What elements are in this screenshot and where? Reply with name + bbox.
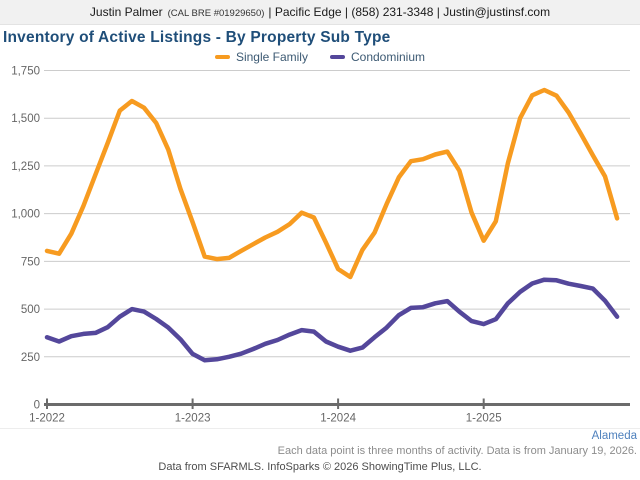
data-footnote: Each data point is three months of activ… <box>277 445 637 457</box>
branding-header: Justin Palmer (CAL BRE #01929650) | Paci… <box>0 0 640 25</box>
chart-title: Inventory of Active Listings - By Proper… <box>3 29 391 46</box>
y-axis-label: 750 <box>21 256 40 268</box>
legend-label-single-family: Single Family <box>235 50 308 64</box>
legend-label-condominium: Condominium <box>350 50 426 64</box>
chart-legend: Single Family Condominium <box>0 50 640 64</box>
y-axis-label: 1,750 <box>11 66 40 78</box>
agent-contact-details: | Pacific Edge | (858) 231-3348 | Justin… <box>268 5 551 19</box>
agent-license: (CAL BRE #01929650) <box>167 7 265 19</box>
legend-item-single-family: Single Family <box>214 50 308 64</box>
y-axis-label: 250 <box>21 352 40 364</box>
series-line-single-family <box>44 87 620 280</box>
agent-name: Justin Palmer <box>89 5 163 19</box>
y-axis-label: 1,250 <box>11 161 40 173</box>
attribution-text: Data from SFARMLS. InfoSparks © 2026 Sho… <box>158 461 482 473</box>
y-axis-label: 1,500 <box>11 113 40 125</box>
y-axis-label: 1,000 <box>11 209 40 221</box>
y-axis-label: 0 <box>34 400 40 412</box>
condominium-swatch-icon <box>329 55 345 59</box>
y-axis-label: 500 <box>21 304 40 316</box>
series-line-condominium <box>44 277 620 363</box>
x-axis-label: 1-2022 <box>29 413 65 425</box>
single-family-swatch-icon <box>214 55 230 59</box>
chart-footer-divider <box>0 428 640 429</box>
x-axis-label: 1-2024 <box>320 413 356 425</box>
legend-item-condominium: Condominium <box>329 50 426 64</box>
region-link[interactable]: Alameda <box>591 430 637 442</box>
x-axis-label: 1-2025 <box>466 413 502 425</box>
x-axis-label: 1-2023 <box>175 413 211 425</box>
